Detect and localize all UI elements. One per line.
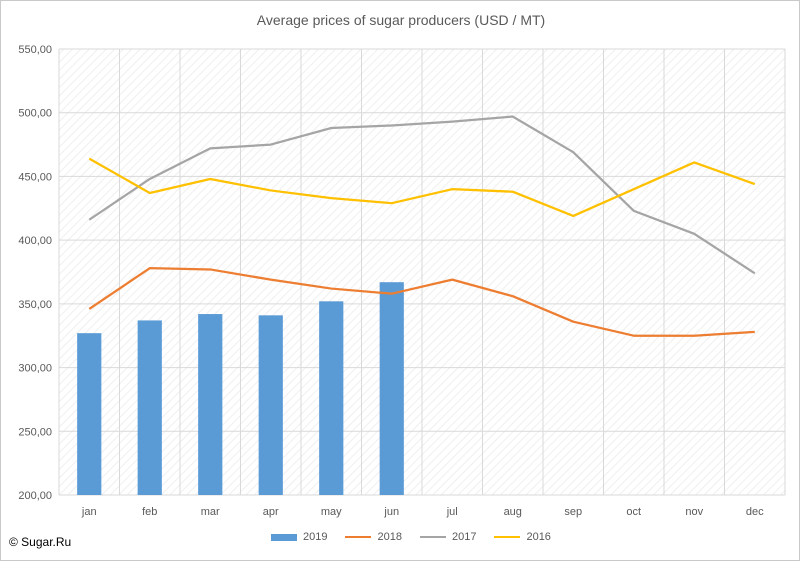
x-tick-label: feb: [142, 506, 157, 518]
y-tick-label: 450,00: [18, 171, 52, 183]
legend: 2019 2018 2017 2016: [271, 531, 551, 543]
x-tick-label: jan: [81, 506, 97, 518]
bar-2019-jun: [379, 282, 404, 495]
legend-swatch: [419, 536, 446, 538]
x-tick-label: dec: [746, 506, 764, 518]
y-tick-label: 200,00: [18, 490, 52, 502]
bar-2019-mar: [198, 314, 223, 495]
legend-item-2019: 2019: [271, 531, 327, 543]
x-tick-label: mar: [201, 506, 220, 518]
legend-label: 2017: [451, 531, 477, 543]
source-credit: © Sugar.Ru: [9, 535, 72, 549]
bar-2019-apr: [258, 315, 283, 495]
x-tick-label: aug: [504, 506, 522, 518]
series-line-2018: [88, 267, 755, 337]
y-tick-label: 250,00: [18, 426, 52, 438]
legend-item-2016: 2016: [494, 531, 551, 543]
chart-title: Average prices of sugar producers (USD /…: [256, 12, 546, 28]
y-tick-label: 550,00: [18, 44, 52, 56]
x-tick-label: nov: [685, 506, 703, 518]
legend-swatch: [345, 536, 372, 538]
x-tick-label: jun: [383, 506, 399, 518]
series-line-2016: [88, 157, 756, 218]
series-line-2017: [88, 115, 756, 275]
bar-2019-may: [319, 301, 344, 495]
x-tick-label: apr: [263, 506, 279, 518]
legend-label: 2016: [526, 531, 551, 543]
legend-swatch: [494, 536, 521, 538]
bar-2019-feb: [137, 320, 162, 495]
y-tick-label: 300,00: [18, 363, 52, 375]
legend-label: 2019: [303, 531, 328, 543]
legend-swatch: [271, 533, 297, 541]
y-tick-label: 350,00: [18, 299, 52, 311]
y-tick-label: 400,00: [18, 235, 52, 247]
x-tick-label: oct: [626, 506, 641, 518]
x-tick-label: jul: [446, 506, 458, 518]
y-tick-label: 500,00: [18, 108, 52, 120]
legend-item-2018: 2018: [345, 531, 402, 543]
bar-2019-jan: [77, 333, 102, 495]
legend-item-2017: 2017: [419, 531, 477, 543]
legend-label: 2018: [377, 531, 402, 543]
x-tick-label: sep: [564, 506, 582, 518]
x-tick-label: may: [321, 506, 342, 518]
